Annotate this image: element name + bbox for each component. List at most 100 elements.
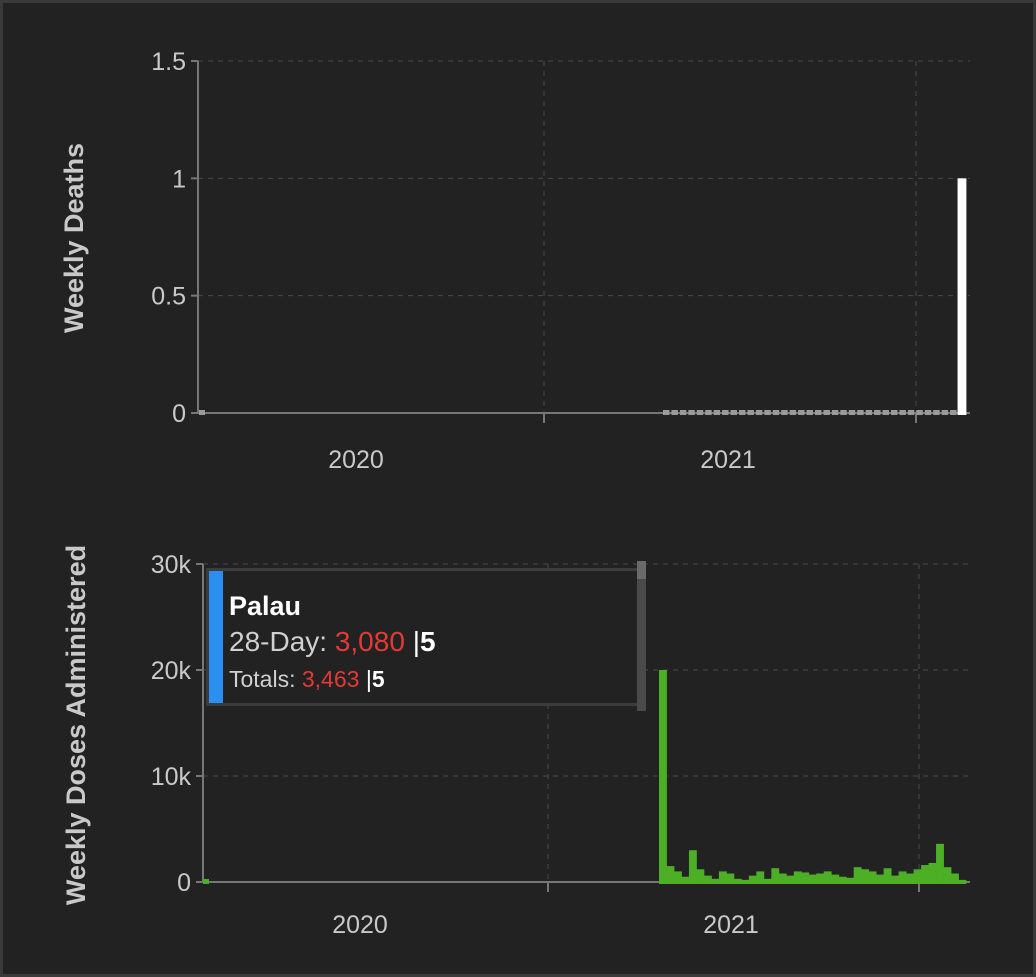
deaths-bar <box>950 410 957 415</box>
deaths-bar <box>747 410 754 415</box>
tooltip-28day-rank: 5 <box>419 626 436 657</box>
doses-bar <box>771 868 780 884</box>
deaths-bar <box>789 410 797 415</box>
doses-bar <box>659 670 667 884</box>
doses-bar <box>898 871 907 884</box>
deaths-bar <box>882 410 889 415</box>
doses-bar <box>861 869 870 884</box>
tooltip-28day-row: 28-Day: 3,080 |5 <box>229 626 436 658</box>
doses-bar <box>756 871 765 884</box>
deaths-bar <box>730 410 737 415</box>
deaths-bar <box>679 410 687 415</box>
doses-ytick-label: 20k <box>151 657 192 685</box>
doses-bar <box>906 873 914 884</box>
doses-xtick-label: 2021 <box>703 911 759 939</box>
deaths-xtick-label: 2021 <box>700 446 756 474</box>
doses-bar <box>666 866 675 884</box>
deaths-bar <box>663 410 670 415</box>
tooltip-totals-rank: 5 <box>371 666 385 692</box>
deaths-bar <box>739 410 746 415</box>
deaths-bar <box>696 410 704 415</box>
deaths-xtick-label: 2020 <box>328 446 384 474</box>
doses-ytick-label: 10k <box>151 763 192 791</box>
doses-bar <box>838 876 847 884</box>
deaths-bar <box>874 410 881 415</box>
doses-bar <box>868 871 877 884</box>
deaths-bar <box>957 178 967 415</box>
tooltip-country: Palau <box>229 591 302 621</box>
doses-bar <box>688 850 697 884</box>
doses-bar <box>891 875 900 884</box>
deaths-bar <box>815 410 822 415</box>
tooltip-totals-value: 3,463 <box>301 666 360 692</box>
doses-y-axis-title: Weekly Doses Administered <box>61 545 91 905</box>
doses-bar <box>943 867 952 884</box>
tooltip-totals-separator: | <box>365 666 372 692</box>
doses-bar <box>951 873 959 884</box>
doses-bar <box>703 875 712 884</box>
doses-bar <box>853 867 862 884</box>
deaths-bar <box>907 410 915 415</box>
tooltip: Palau 28-Day: 3,080 |5 Totals: 3,463 |5 <box>206 561 646 711</box>
deaths-bar <box>806 410 813 415</box>
doses-ytick-label: 0 <box>177 869 191 897</box>
chart-panel: 0 0.5 1 1.5 2020 2021 Weekly Deaths 0 10k 20k 30k 2… <box>3 3 1033 974</box>
deaths-bar <box>772 410 780 415</box>
deaths-bar <box>688 410 695 415</box>
tooltip-scrollbar-thumb[interactable] <box>637 561 646 579</box>
tooltip-scrollbar[interactable] <box>637 561 646 711</box>
deaths-bar <box>781 410 788 415</box>
doses-bar <box>748 875 757 884</box>
doses-bar <box>823 871 832 884</box>
charts-svg: 0 0.5 1 1.5 2020 2021 Weekly Deaths 0 10k 20k 30k 2… <box>59 48 970 939</box>
deaths-bar <box>924 410 932 415</box>
deaths-y-axis-title: Weekly Deaths <box>59 143 89 333</box>
doses-bar <box>793 871 802 884</box>
doses-bar <box>763 878 772 884</box>
deaths-bar <box>764 410 771 415</box>
doses-bar <box>741 879 750 884</box>
deaths-bar <box>798 410 805 415</box>
doses-bar <box>673 871 682 884</box>
doses-bar <box>936 843 944 884</box>
doses-bar <box>808 874 817 884</box>
tooltip-totals-row: Totals: 3,463 |5 <box>229 666 385 693</box>
doses-bar <box>928 862 937 884</box>
deaths-bar <box>857 410 864 415</box>
deaths-bar <box>713 410 721 415</box>
doses-ytick-label: 30k <box>151 551 192 579</box>
doses-bar <box>786 875 795 884</box>
doses-bar <box>958 879 967 884</box>
doses-bar <box>733 878 742 884</box>
deaths-bar <box>933 410 940 415</box>
deaths-bar <box>199 410 205 415</box>
deaths-bar <box>848 410 856 415</box>
deaths-bar <box>823 410 830 415</box>
deaths-bar <box>840 410 847 415</box>
doses-bar <box>921 865 929 884</box>
deaths-ytick-label: 0.5 <box>151 283 186 311</box>
doses-bar <box>681 876 690 884</box>
deaths-bar <box>831 410 839 415</box>
deaths-ytick-label: 1.5 <box>151 48 186 76</box>
tooltip-28day-separator: | <box>412 626 420 657</box>
deaths-bar <box>671 410 678 415</box>
doses-bar <box>816 873 825 884</box>
deaths-bar <box>916 410 923 415</box>
doses-bar <box>883 868 892 884</box>
doses-bar <box>913 869 922 884</box>
doses-bar <box>876 874 885 884</box>
tooltip-totals-label: Totals: <box>229 666 296 692</box>
doses-bar <box>203 879 209 884</box>
deaths-bar <box>705 410 712 415</box>
deaths-ytick-label: 1 <box>172 165 186 193</box>
deaths-bar <box>941 410 949 415</box>
deaths-bar <box>722 410 729 415</box>
deaths-bar <box>891 410 898 415</box>
doses-bar <box>778 873 787 884</box>
deaths-bar <box>899 410 906 415</box>
deaths-bar <box>865 410 873 415</box>
deaths-ytick-label: 0 <box>172 400 186 428</box>
doses-bar <box>726 873 735 884</box>
doses-bar <box>801 872 810 884</box>
